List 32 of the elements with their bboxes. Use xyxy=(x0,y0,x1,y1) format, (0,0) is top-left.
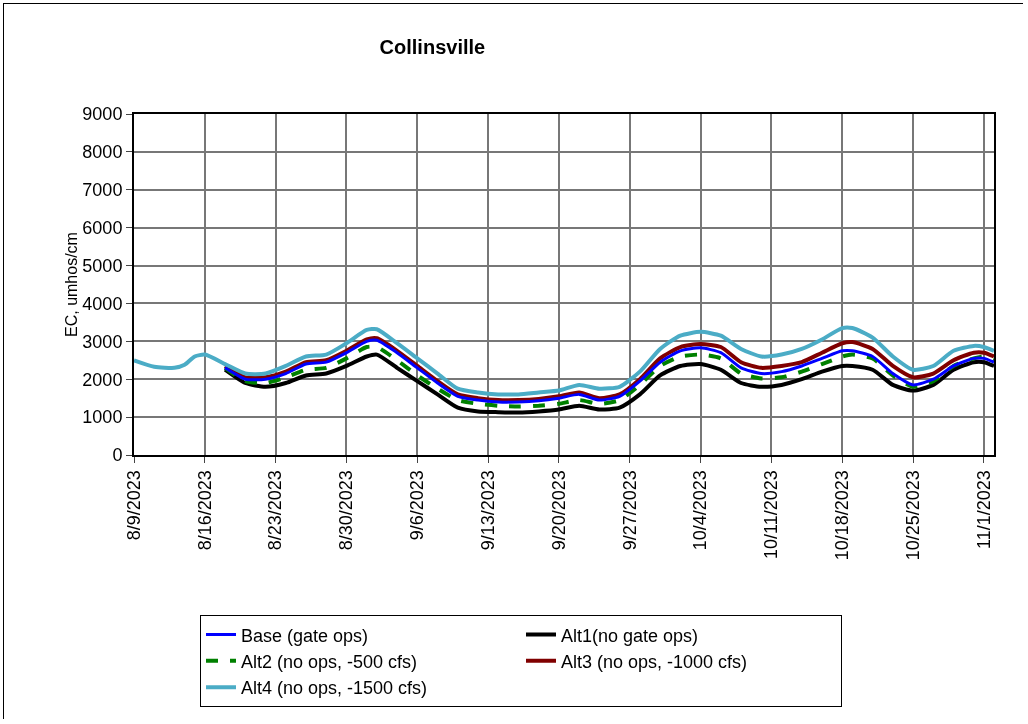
x-tick-label: 10/4/2023 xyxy=(690,470,711,551)
x-tick-label: 8/23/2023 xyxy=(265,470,286,551)
y-tick-label: 2000 xyxy=(82,369,123,390)
line-series xyxy=(134,325,994,397)
x-tick-label: 10/25/2023 xyxy=(902,470,923,561)
y-tick-label: 8000 xyxy=(82,142,123,163)
y-tick-label: 3000 xyxy=(82,331,123,352)
legend-label: Alt2 (no ops, -500 cfs) xyxy=(241,651,418,672)
y-axis-title: EC, umhos/cm xyxy=(63,232,81,337)
legend-label: Base (gate ops) xyxy=(241,625,369,646)
x-tick-label: 10/11/2023 xyxy=(761,470,782,559)
x-tick-label: 8/9/2023 xyxy=(123,470,144,541)
x-tick-label: 9/13/2023 xyxy=(477,470,498,551)
y-tick-label: 0 xyxy=(112,445,123,466)
legend-label: Alt1(no gate ops) xyxy=(561,625,699,646)
x-tick-label: 9/20/2023 xyxy=(548,470,569,551)
legend-label: Alt4 (no ops, -1500 cfs) xyxy=(241,678,428,699)
y-tick-label: 4000 xyxy=(82,293,123,314)
x-tick-label: 9/27/2023 xyxy=(619,470,640,551)
y-tick-label: 1000 xyxy=(82,407,123,428)
x-tick-label: 10/18/2023 xyxy=(832,470,853,561)
chart-title: Collinsville xyxy=(379,35,486,58)
x-tick-label: 8/16/2023 xyxy=(194,470,215,551)
y-tick-label: 9000 xyxy=(82,104,123,125)
x-tick-label: 9/6/2023 xyxy=(407,470,428,541)
x-tick-label: 8/30/2023 xyxy=(336,470,357,551)
y-tick-label: 6000 xyxy=(82,217,123,238)
y-tick-label: 5000 xyxy=(82,255,123,276)
x-tick-label: 11/1/2023 xyxy=(973,470,994,549)
legend-label: Alt3 (no ops, -1000 cfs) xyxy=(561,651,748,672)
y-tick-label: 7000 xyxy=(82,180,123,201)
line-series xyxy=(223,344,994,409)
